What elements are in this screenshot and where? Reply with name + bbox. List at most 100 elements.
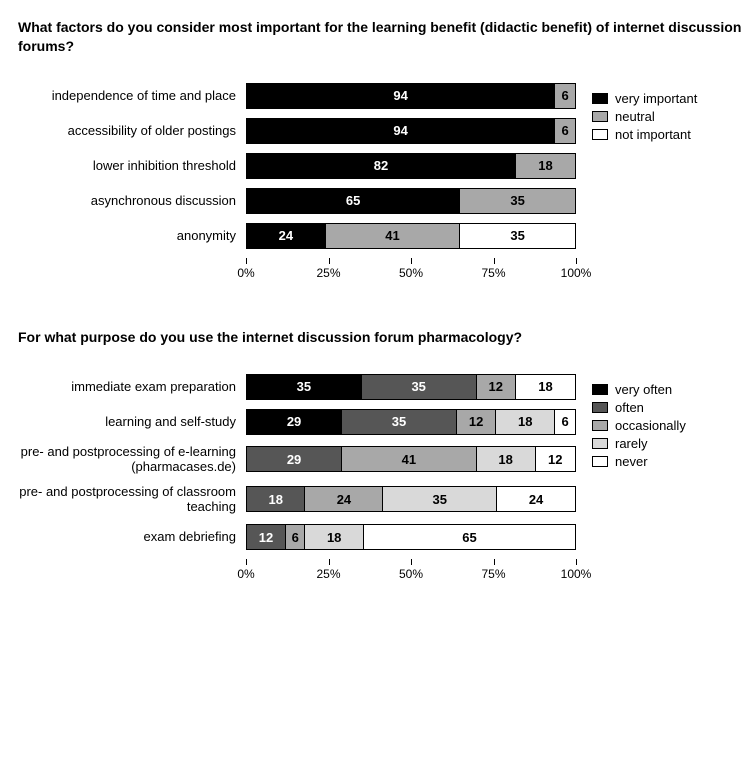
axis-tick-label: 75% (481, 266, 505, 280)
bar-segment: 24 (247, 224, 326, 248)
bar-value: 6 (562, 123, 569, 138)
bar-track: 94 6 (246, 118, 576, 144)
legend-label: very often (615, 382, 672, 397)
legend-swatch (592, 129, 608, 140)
bar-segment: 12 (247, 525, 286, 549)
chart1-title: What factors do you consider most import… (18, 18, 746, 56)
bar-value: 12 (469, 414, 483, 429)
stacked-bar: 35 35 12 18 (246, 374, 576, 400)
bar-row: anonymity 24 41 35 (18, 223, 576, 249)
category-label: learning and self-study (18, 414, 246, 430)
category-label: pre- and postprocessing of e-learning (p… (18, 444, 246, 475)
stacked-bar: 94 6 (246, 83, 576, 109)
axis-tick (411, 559, 412, 565)
chart2-axis: 0%25%50%75%100% (246, 559, 576, 587)
bar-track: 18243524 (246, 486, 576, 512)
bar-value: 35 (510, 228, 524, 243)
bar-row: learning and self-study29 35 12 18 6 (18, 409, 576, 435)
bar-segment: 6 (555, 410, 575, 434)
bar-value: 65 (346, 193, 360, 208)
bar-segment: 35 (247, 375, 362, 399)
bar-value: 35 (411, 379, 425, 394)
bar-segment: 6 (555, 84, 575, 108)
bar-row: accessibility of older postings 94 6 (18, 118, 576, 144)
bar-track: 29 35 12 18 6 (246, 409, 576, 435)
bar-segment: 12 (536, 447, 575, 471)
chart1-plot: independence of time and place946accessi… (18, 74, 576, 286)
bar-row: immediate exam preparation35351218 (18, 374, 576, 400)
category-label: pre- and postprocessing of classroom tea… (18, 484, 246, 515)
bar-row: asynchronous discussion6535 (18, 188, 576, 214)
legend-label: not important (615, 127, 691, 142)
axis-tick (411, 258, 412, 264)
axis-tick-label: 50% (399, 567, 423, 581)
axis-tick (246, 258, 247, 264)
chart2-title: For what purpose do you use the internet… (18, 328, 746, 347)
bar-segment: 35 (460, 189, 575, 213)
category-label: immediate exam preparation (18, 379, 246, 395)
bar-segment: 29 (247, 410, 342, 434)
bar-value: 35 (392, 414, 406, 429)
bar-value: 94 (393, 123, 407, 138)
bar-segment: 82 (247, 154, 516, 178)
bar-value: 12 (548, 452, 562, 467)
chart2-plot: immediate exam preparation35351218learni… (18, 365, 576, 587)
bar-segment: 24 (305, 487, 383, 511)
bar-value: 41 (402, 452, 416, 467)
bar-segment: 94 (247, 119, 555, 143)
axis-tick-label: 75% (481, 567, 505, 581)
stacked-bar: 82 18 (246, 153, 576, 179)
bar-row: pre- and postprocessing of classroom tea… (18, 484, 576, 515)
bar-value: 29 (287, 452, 301, 467)
legend-label: never (615, 454, 648, 469)
legend-swatch (592, 438, 608, 449)
category-label: anonymity (18, 228, 246, 244)
bar-segment: 18 (516, 154, 575, 178)
bar-value: 94 (393, 88, 407, 103)
stacked-bar: 1261865 (246, 524, 576, 550)
bar-segment: 18 (516, 375, 575, 399)
bar-value: 12 (259, 530, 273, 545)
bar-value: 18 (538, 158, 552, 173)
bar-segment: 94 (247, 84, 555, 108)
legend-item: occasionally (592, 418, 686, 433)
axis-tick-label: 100% (561, 266, 592, 280)
bar-segment: 18 (477, 447, 536, 471)
axis-tick-label: 0% (237, 266, 254, 280)
bar-value: 24 (337, 492, 351, 507)
axis-tick (494, 258, 495, 264)
bar-value: 18 (538, 379, 552, 394)
bar-segment: 12 (477, 375, 516, 399)
legend-label: rarely (615, 436, 648, 451)
bar-segment: 12 (457, 410, 496, 434)
bar-value: 35 (510, 193, 524, 208)
bar-track: 24 41 35 (246, 223, 576, 249)
bar-segment: 65 (247, 189, 460, 213)
bar-segment: 24 (497, 487, 575, 511)
bar-value: 18 (518, 414, 532, 429)
bar-value: 12 (489, 379, 503, 394)
stacked-bar: 24 41 35 (246, 223, 576, 249)
bar-track: 94 6 (246, 83, 576, 109)
stacked-bar: 65 35 (246, 188, 576, 214)
stacked-bar: 29 41 18 12 (246, 446, 576, 472)
bar-segment: 41 (342, 447, 476, 471)
bar-value: 24 (529, 492, 543, 507)
bar-segment: 18 (247, 487, 305, 511)
legend-item: very important (592, 91, 697, 106)
bar-value: 24 (279, 228, 293, 243)
bar-value: 41 (385, 228, 399, 243)
chart1-axis: 0%25%50%75%100% (246, 258, 576, 286)
legend-swatch (592, 384, 608, 395)
bar-value: 18 (268, 492, 282, 507)
bar-segment: 65 (364, 525, 575, 549)
category-label: accessibility of older postings (18, 123, 246, 139)
legend-swatch (592, 111, 608, 122)
axis-tick-label: 0% (237, 567, 254, 581)
bar-segment: 35 (362, 375, 477, 399)
chart2-legend: very oftenoftenoccasionallyrarelynever (592, 379, 686, 472)
legend-swatch (592, 93, 608, 104)
axis-tick (576, 258, 577, 264)
bar-segment: 29 (247, 447, 342, 471)
stacked-bar: 18243524 (246, 486, 576, 512)
